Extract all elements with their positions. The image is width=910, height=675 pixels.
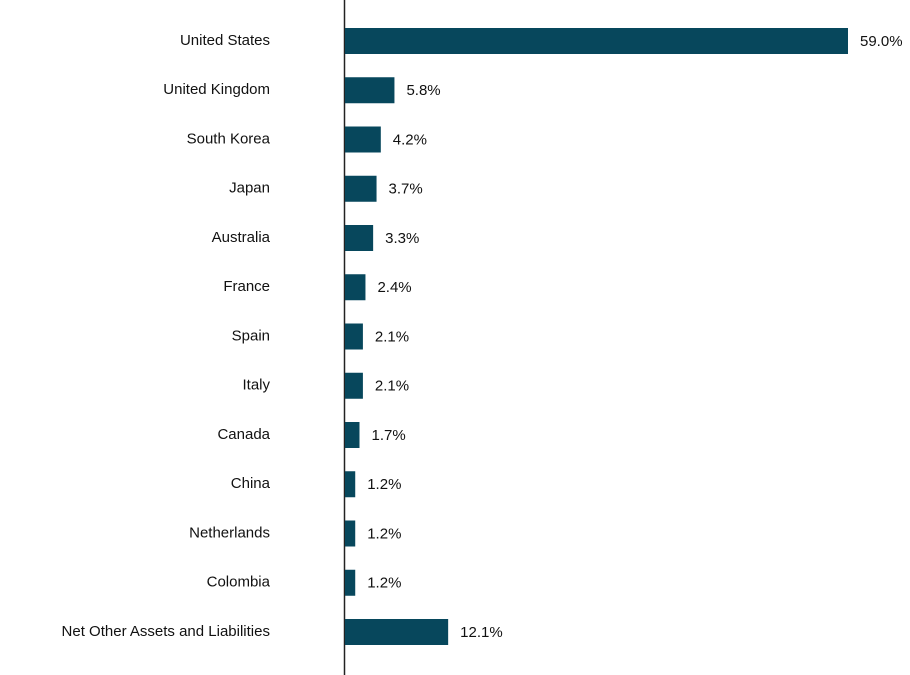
bar [345,471,356,498]
category-label: Japan [229,180,270,197]
bar [345,372,363,399]
bar [345,175,377,202]
bar [345,225,374,251]
value-label: 1.7% [371,427,405,444]
value-label: 1.2% [367,575,401,592]
category-label: Australia [212,229,271,246]
category-label: France [223,278,270,295]
value-label: 12.1% [460,624,503,641]
value-label: 59.0% [860,33,903,50]
category-label: Net Other Assets and Liabilities [62,623,270,640]
category-label: China [231,475,271,492]
category-label: Italy [242,377,270,394]
value-label: 2.1% [375,378,409,395]
bar [345,569,356,596]
category-label: Netherlands [189,524,270,541]
category-label: Colombia [207,574,271,591]
value-label: 2.4% [377,279,411,296]
value-label: 5.8% [406,82,440,99]
category-label: South Korea [187,130,271,147]
value-label: 1.2% [367,476,401,493]
bar [345,274,366,301]
bar [345,520,356,547]
value-label: 3.3% [385,230,419,247]
category-label: Canada [217,426,270,443]
bar [345,28,848,54]
category-label: Spain [232,327,270,344]
bar [345,77,395,104]
value-label: 3.7% [389,181,423,198]
bar [345,619,449,645]
bar [345,126,381,153]
value-label: 1.2% [367,525,401,542]
category-label: United States [180,32,270,49]
category-label: United Kingdom [163,81,270,98]
value-label: 4.2% [393,131,427,148]
bar [345,323,363,350]
bar [345,422,360,448]
value-label: 2.1% [375,328,409,345]
